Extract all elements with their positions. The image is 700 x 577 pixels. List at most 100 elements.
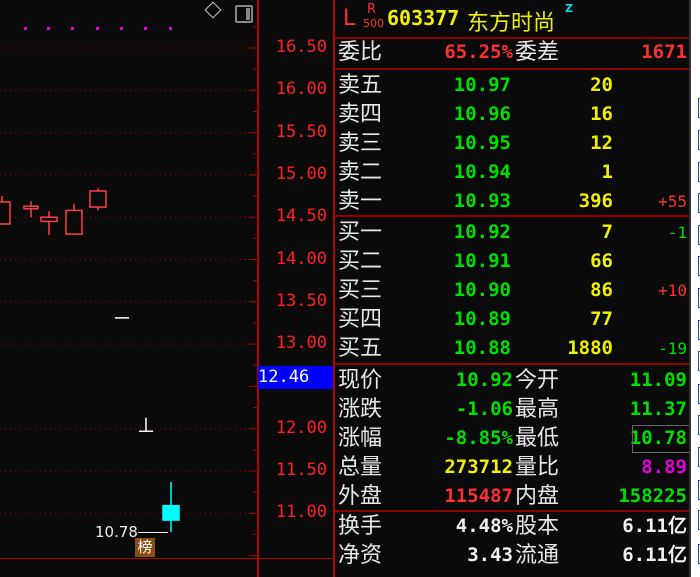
level-volume: 86 — [590, 279, 613, 301]
checkbox[interactable] — [698, 415, 700, 435]
level-volume: 20 — [590, 74, 613, 96]
ask-row[interactable]: 卖四 10.96 16 — [335, 100, 689, 129]
field-value: 8.89 — [641, 456, 687, 478]
candlestick-chart[interactable]: 10.78 榜 — [0, 0, 257, 558]
low-arrow-icon — [138, 532, 168, 533]
stock-name[interactable]: 东方时尚 — [467, 11, 556, 36]
field-label: 外盘 — [338, 484, 383, 509]
level-label: 买三 — [338, 278, 383, 303]
level-volume: 1880 — [567, 337, 613, 359]
quote-row: 涨跌 -1.06 最高 11.37 — [335, 395, 689, 424]
indicator-dot — [71, 27, 74, 30]
ask-row[interactable]: 卖二 10.94 1 — [335, 158, 689, 187]
level-volume: 1 — [601, 161, 613, 183]
level-price: 10.90 — [453, 279, 511, 301]
fundamental-row: 换手 4.48% 股本 6.11亿 — [335, 512, 689, 541]
ask-row[interactable]: 卖五 10.97 20 — [335, 71, 689, 100]
candle-body — [89, 190, 107, 208]
y-tick-label: 11.50 — [275, 460, 327, 480]
field-label: 涨跌 — [338, 397, 383, 422]
checkbox[interactable] — [698, 544, 700, 564]
level-price: 10.88 — [453, 337, 511, 359]
divider — [335, 37, 689, 39]
bid-row[interactable]: 买五 10.88 1880 -19 — [335, 334, 689, 363]
level-volume: 77 — [590, 308, 613, 330]
checkbox[interactable] — [698, 225, 700, 245]
field-value: 273712 — [444, 456, 513, 478]
y-tick-label: 12.00 — [275, 417, 327, 438]
candle-body — [0, 201, 11, 225]
field-label: 量比 — [515, 455, 560, 480]
checkbox[interactable] — [698, 193, 700, 213]
y-tick-label: 15.00 — [275, 163, 327, 184]
y-tick-label: 16.50 — [275, 37, 327, 57]
chart-canvas — [0, 26, 257, 557]
field-value: 158225 — [618, 485, 687, 507]
bid-row[interactable]: 买四 10.89 77 — [335, 305, 689, 334]
field-label: 涨幅 — [338, 426, 383, 451]
indicator-dot — [47, 27, 50, 30]
ask-row[interactable]: 卖三 10.95 12 — [335, 129, 689, 158]
level-label: 买二 — [338, 249, 383, 274]
l-flag: L — [343, 6, 356, 31]
level-label: 卖三 — [338, 131, 383, 156]
field-value: 10.78 — [629, 427, 687, 449]
level-change: -1 — [667, 223, 687, 242]
indicator-dot — [144, 27, 147, 30]
order-ratio-row: 委比 65.25% 委差 1671 — [335, 38, 689, 67]
quote-row: 现价 10.92 今开 11.09 — [335, 366, 689, 395]
r-sub: 500 — [363, 17, 384, 30]
field-label: 现价 — [338, 368, 383, 393]
level-label: 卖二 — [338, 160, 383, 185]
level-label: 买五 — [338, 336, 383, 361]
checkbox[interactable] — [698, 288, 700, 308]
field-value: 10.92 — [455, 369, 513, 391]
bid-row[interactable]: 买一 10.92 7 -1 — [335, 218, 689, 247]
level-label: 卖四 — [338, 102, 383, 127]
side-strip — [689, 0, 700, 577]
y-tick-label: 13.50 — [275, 290, 327, 311]
panel-toggle-icon[interactable] — [235, 5, 253, 23]
field-value: 4.48% — [455, 515, 513, 537]
low-price-marker: 10.78 — [95, 523, 138, 541]
level-change: +10 — [658, 281, 687, 300]
field-label: 总量 — [338, 455, 383, 480]
checkbox[interactable] — [698, 480, 700, 500]
checkbox[interactable] — [698, 320, 700, 340]
indicator-dot — [120, 27, 123, 30]
y-tick-label: 14.00 — [275, 248, 327, 269]
level-volume: 16 — [590, 103, 613, 125]
level-price: 10.91 — [453, 250, 511, 272]
fundamental-row: 净资 3.43 流通 6.11亿 — [335, 541, 689, 570]
checkbox[interactable] — [698, 447, 700, 467]
candle-body — [23, 205, 39, 210]
bid-row[interactable]: 买三 10.90 86 +10 — [335, 276, 689, 305]
field-value: 6.11亿 — [622, 515, 687, 537]
indicator-dot — [24, 27, 27, 30]
level-label: 买四 — [338, 307, 383, 332]
level-label: 卖五 — [338, 73, 383, 98]
diff-label: 委差 — [515, 40, 560, 65]
checkbox[interactable] — [698, 256, 700, 276]
y-tick-label: 14.50 — [275, 206, 327, 227]
checkbox[interactable] — [698, 351, 700, 371]
checkbox[interactable] — [698, 98, 700, 118]
level-volume: 12 — [590, 132, 613, 154]
level-price: 10.96 — [453, 103, 511, 125]
ranking-badge[interactable]: 榜 — [135, 538, 155, 557]
checkbox[interactable] — [698, 510, 700, 530]
field-label: 内盘 — [515, 484, 560, 509]
bid-row[interactable]: 买二 10.91 66 — [335, 247, 689, 276]
level-change: +55 — [658, 192, 687, 211]
y-tick-label: 15.50 — [275, 121, 327, 142]
level-price: 10.93 — [453, 190, 511, 212]
field-value: 115487 — [444, 485, 513, 507]
checkbox[interactable] — [698, 130, 700, 150]
field-label: 换手 — [338, 514, 383, 539]
level-price: 10.92 — [453, 221, 511, 243]
checkbox[interactable] — [698, 384, 700, 404]
y-tick-label: 16.00 — [275, 79, 327, 100]
ask-row[interactable]: 卖一 10.93 396 +55 — [335, 187, 689, 216]
field-label: 今开 — [515, 368, 560, 393]
checkbox[interactable] — [698, 162, 700, 182]
